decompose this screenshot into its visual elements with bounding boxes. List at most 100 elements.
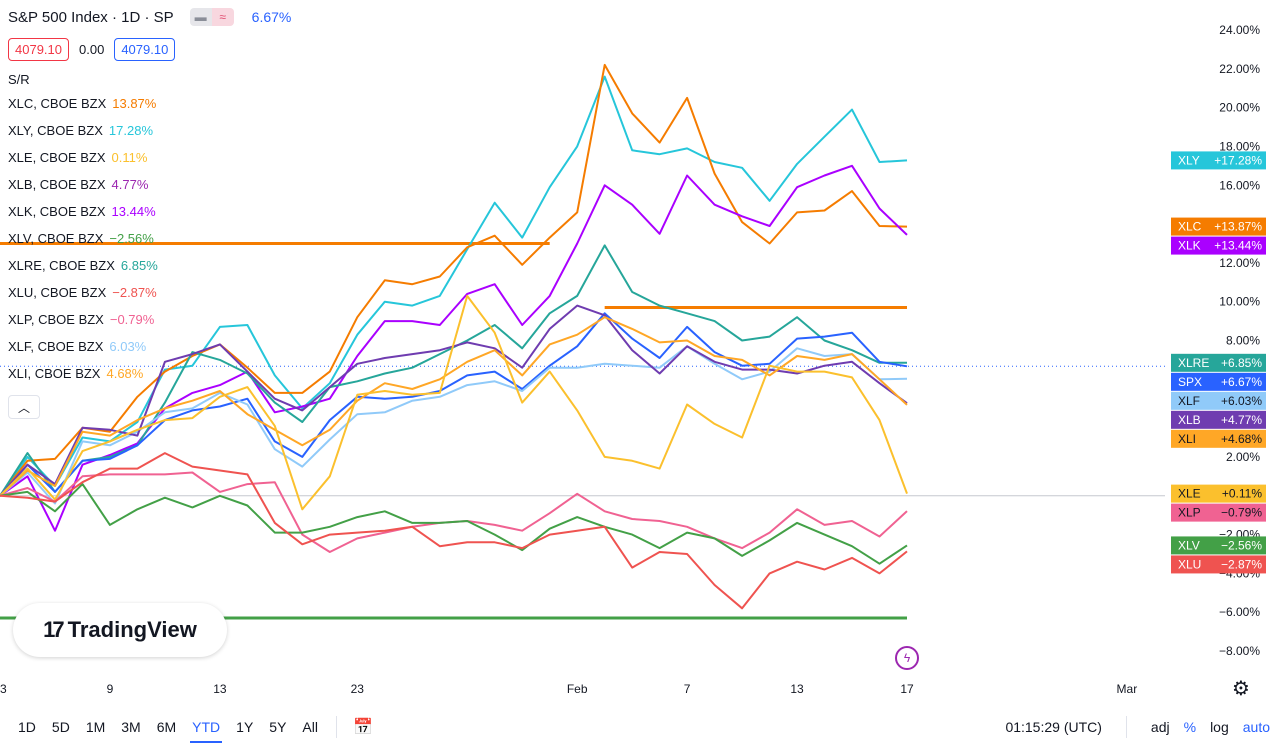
y-tick-label: 18.00% <box>1219 139 1260 153</box>
legend-symbol-value: 17.28% <box>108 123 153 138</box>
legend-symbol-row[interactable]: XLK, CBOE BZX 13.44% <box>8 198 291 225</box>
series-badge-value: +13.44% <box>1214 239 1262 253</box>
series-badge-value: −2.87% <box>1221 557 1262 571</box>
series-line-xlf <box>0 345 908 505</box>
tradingview-logo[interactable]: 17 TradingView <box>13 603 227 657</box>
x-tick-label: 13 <box>790 682 804 696</box>
legend-symbol-value: −2.87% <box>112 285 157 300</box>
range-button-6m[interactable]: 6M <box>156 719 177 735</box>
price-close[interactable]: 4079.10 <box>114 37 176 61</box>
y-tick-label: 24.00% <box>1219 23 1260 37</box>
percent-toggle[interactable]: % <box>1183 719 1197 735</box>
tv-logo-icon: 17 <box>43 617 65 642</box>
legend-symbol-row[interactable]: XLRE, CBOE BZX 6.85% <box>8 252 291 279</box>
auto-toggle[interactable]: auto <box>1242 719 1270 735</box>
y-tick-label: −8.00% <box>1219 644 1260 658</box>
series-badge-name: XLE <box>1178 487 1201 501</box>
utc-clock[interactable]: 01:15:29 (UTC) <box>1005 719 1102 735</box>
series-badge-spx <box>1171 372 1266 391</box>
legend-symbol-name: XLI, CBOE BZX <box>8 366 101 381</box>
minus-icon[interactable]: ▬ <box>189 8 212 26</box>
legend-symbol-value: −2.56% <box>109 231 154 246</box>
legend-symbol-row[interactable]: XLF, CBOE BZX 6.03% <box>8 333 291 360</box>
series-line-xly <box>0 75 908 497</box>
series-line-xlu <box>0 452 908 610</box>
calendar-icon[interactable]: 📅 <box>352 719 373 736</box>
symbol-list: XLC, CBOE BZX 13.87% XLY, CBOE BZX 17.28% XL… <box>8 90 291 387</box>
series-badge-xli <box>1171 429 1266 448</box>
series-badge-name: XLRE <box>1178 356 1209 370</box>
collapse-legend-button[interactable]: ︿ <box>8 395 40 419</box>
series-badge-xlre <box>1171 353 1266 372</box>
legend-symbol-name: XLY, CBOE BZX <box>8 123 103 138</box>
series-badge-name: XLC <box>1178 220 1202 234</box>
sr-indicator-label[interactable]: S/R <box>8 72 30 87</box>
logo-text: TradingView <box>67 617 197 642</box>
log-toggle[interactable]: log <box>1210 719 1229 735</box>
series-badge-value: +17.28% <box>1214 153 1262 167</box>
chart-area[interactable]: 24.00%22.00%20.00%18.00%16.00%14.00%12.0… <box>0 0 1280 707</box>
legend-symbol-row[interactable]: XLB, CBOE BZX 4.77% <box>8 171 291 198</box>
series-badge-xlv <box>1171 536 1266 555</box>
legend-symbol-value: 13.87% <box>112 96 157 111</box>
gear-icon[interactable]: ⚙ <box>1232 678 1250 700</box>
range-button-3m[interactable]: 3M <box>121 719 141 735</box>
legend-symbol-name: XLV, CBOE BZX <box>8 231 104 246</box>
x-tick-label: 23 <box>351 682 365 696</box>
legend-toggle-group: ▬ ≈ <box>189 8 234 26</box>
toolbar-divider <box>1125 716 1127 738</box>
bottom-right-group: 01:15:29 (UTC) adj % log auto <box>1005 707 1270 747</box>
y-tick-label: 10.00% <box>1219 295 1260 309</box>
price-row: 4079.10 0.00 4079.10 <box>8 36 291 62</box>
y-tick-label: −6.00% <box>1219 605 1260 619</box>
adj-toggle[interactable]: adj <box>1150 719 1170 735</box>
series-badge-name: XLK <box>1178 239 1201 253</box>
range-button-5y[interactable]: 5Y <box>269 719 287 735</box>
legend-symbol-row[interactable]: XLI, CBOE BZX 4.68% <box>8 360 291 387</box>
series-badge-name: SPX <box>1178 375 1202 389</box>
x-tick-label: Mar <box>1117 682 1138 696</box>
legend-symbol-value: 6.85% <box>120 258 158 273</box>
legend-change: 6.67% <box>251 9 292 25</box>
legend-symbol-name: XLP, CBOE BZX <box>8 312 104 327</box>
lightning-icon[interactable]: ϟ <box>895 646 919 670</box>
legend-symbol-name: XLU, CBOE BZX <box>8 285 107 300</box>
series-badge-value: +4.68% <box>1221 432 1262 446</box>
range-button-all[interactable]: All <box>302 719 318 735</box>
legend-symbol-row[interactable]: XLY, CBOE BZX 17.28% <box>8 117 291 144</box>
series-badge-value: +6.67% <box>1221 375 1262 389</box>
wave-icon[interactable]: ≈ <box>211 8 234 26</box>
series-badge-name: XLF <box>1178 394 1200 408</box>
range-button-1m[interactable]: 1M <box>85 719 106 735</box>
legend-symbol-name: XLK, CBOE BZX <box>8 204 106 219</box>
series-badge-name: XLP <box>1178 506 1201 520</box>
range-button-1y[interactable]: 1Y <box>236 719 254 735</box>
series-badge-value: +6.03% <box>1221 394 1262 408</box>
legend-symbol-row[interactable]: XLU, CBOE BZX −2.87% <box>8 279 291 306</box>
series-badge-value: +0.11% <box>1222 487 1262 501</box>
series-badge-xlc <box>1171 217 1266 236</box>
range-button-1d[interactable]: 1D <box>18 719 36 735</box>
y-tick-label: 22.00% <box>1219 62 1260 76</box>
series-badge-xlk <box>1171 236 1266 255</box>
legend-symbol-value: 4.68% <box>106 366 144 381</box>
legend-symbol-name: XLF, CBOE BZX <box>8 339 104 354</box>
y-tick-label: 20.00% <box>1219 101 1260 115</box>
legend-symbol-row[interactable]: XLC, CBOE BZX 13.87% <box>8 90 291 117</box>
series-line-xle <box>0 294 908 511</box>
time-range-group: 1D 5D 1M 3M 6M YTD 1Y 5Y All <box>10 713 326 743</box>
series-badge-value: +13.87% <box>1214 220 1262 234</box>
legend-symbol-row[interactable]: XLP, CBOE BZX −0.79% <box>8 306 291 333</box>
y-tick-label: 8.00% <box>1226 334 1260 348</box>
series-badge-name: XLU <box>1178 557 1201 571</box>
price-open[interactable]: 4079.10 <box>8 37 69 61</box>
series-line-spx <box>0 312 908 497</box>
x-tick-label: 9 <box>107 682 114 696</box>
range-button-5d[interactable]: 5D <box>51 719 70 735</box>
series-badge-name: XLB <box>1178 413 1201 427</box>
range-button-ytd[interactable]: YTD <box>184 713 228 743</box>
symbol-title[interactable]: S&P 500 Index · 1D · SP <box>8 8 174 26</box>
legend-symbol-row[interactable]: XLV, CBOE BZX −2.56% <box>8 225 291 252</box>
series-line-xlv <box>0 483 908 565</box>
legend-symbol-row[interactable]: XLE, CBOE BZX 0.11% <box>8 144 291 171</box>
